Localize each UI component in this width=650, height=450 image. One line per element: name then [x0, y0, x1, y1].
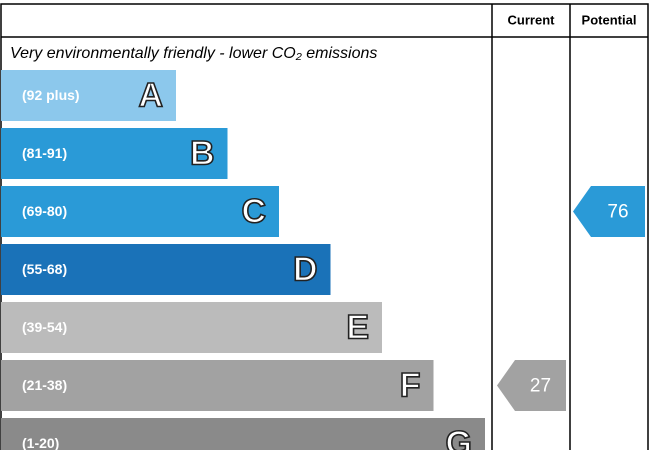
potential-arrow [573, 186, 645, 237]
band-range: (69-80) [22, 203, 67, 219]
band-bar [1, 128, 228, 179]
top-note: Very environmentally friendly - lower CO… [10, 45, 377, 62]
band-range: (92 plus) [22, 87, 80, 103]
band-bar [1, 360, 434, 411]
band-bar [1, 244, 331, 295]
band-letter: C [241, 192, 266, 230]
band-letter: F [400, 366, 421, 404]
current-score: 27 [530, 376, 551, 397]
band-range: (55-68) [22, 261, 67, 277]
band-bar [1, 302, 382, 353]
band-range: (21-38) [22, 377, 67, 393]
band-bar [1, 186, 279, 237]
band-bar [1, 70, 176, 121]
band-letter: D [293, 250, 318, 288]
current-arrow [497, 360, 566, 411]
band-range: (39-54) [22, 319, 67, 335]
band-letter: G [446, 424, 472, 450]
potential-header: Potential [582, 12, 637, 27]
band-letter: E [346, 308, 369, 346]
band-letter: A [138, 76, 163, 114]
band-bar [1, 418, 485, 450]
band-letter: B [190, 134, 215, 172]
current-header: Current [508, 12, 556, 27]
potential-score: 76 [607, 202, 628, 223]
band-range: (81-91) [22, 145, 67, 161]
band-range: (1-20) [22, 435, 59, 450]
